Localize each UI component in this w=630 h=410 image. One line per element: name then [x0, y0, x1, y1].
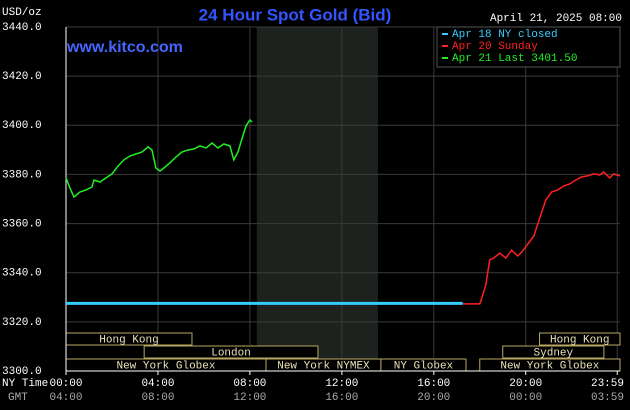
y-tick-label: 3320.0	[2, 317, 42, 329]
series-line	[65, 118, 253, 199]
session-label: Hong Kong	[550, 334, 609, 346]
gmt-tick-label: 08:00	[141, 392, 174, 404]
legend-label: Apr 20 Sunday	[452, 41, 538, 53]
y-tick-label: 3420.0	[2, 71, 42, 83]
gmt-tick-label: 04:00	[49, 392, 82, 404]
session-label: New York Globex	[500, 360, 599, 372]
watermark: www.kitco.com	[66, 39, 183, 56]
y-tick-label: 3340.0	[2, 268, 42, 280]
x-tick-label: 08:00	[233, 378, 266, 390]
shaded-region	[256, 27, 378, 371]
y-tick-label: 3380.0	[2, 169, 42, 181]
session-label: Hong Kong	[99, 334, 158, 346]
x-tick-label: 12:00	[325, 378, 358, 390]
legend-label: Apr 18 NY closed	[452, 29, 558, 41]
gmt-tick-label: 20:00	[417, 392, 450, 404]
legend-label: Apr 21 Last 3401.50	[452, 53, 577, 65]
gmt-tick-label: 12:00	[233, 392, 266, 404]
x-tick-label: 20:00	[509, 378, 542, 390]
series-line	[462, 171, 621, 305]
session-box	[502, 345, 605, 359]
timestamp: April 21, 2025 08:00	[490, 13, 622, 25]
session-label: London	[211, 347, 251, 359]
session-box	[143, 345, 319, 359]
session-label: NY Globex	[394, 360, 454, 372]
x-tick-label: 16:00	[417, 378, 450, 390]
session-label: New York Globex	[116, 360, 215, 372]
x-axis-label: NY Time	[2, 378, 48, 390]
gmt-tick-label: 16:00	[325, 392, 358, 404]
x2-axis-label: GMT	[8, 392, 28, 404]
gmt-tick-label: 03:59	[591, 392, 624, 404]
session-label: Sydney	[534, 347, 574, 359]
legend-box	[436, 26, 621, 68]
chart-title: 24 Hour Spot Gold (Bid)	[199, 5, 392, 24]
y-tick-label: 3440.0	[2, 22, 42, 34]
x-tick-label: 00:00	[49, 378, 82, 390]
session-label: New York NYMEX	[277, 360, 370, 372]
y-tick-label: 3360.0	[2, 218, 42, 230]
x-tick-label: 23:59	[591, 378, 624, 390]
x-tick-label: 04:00	[141, 378, 174, 390]
y-tick-label: 3400.0	[2, 120, 42, 132]
gmt-tick-label: 00:00	[509, 392, 542, 404]
session-box	[539, 332, 621, 346]
y-unit: USD/oz	[2, 7, 42, 19]
y-tick-label: 3300.0	[2, 366, 42, 378]
